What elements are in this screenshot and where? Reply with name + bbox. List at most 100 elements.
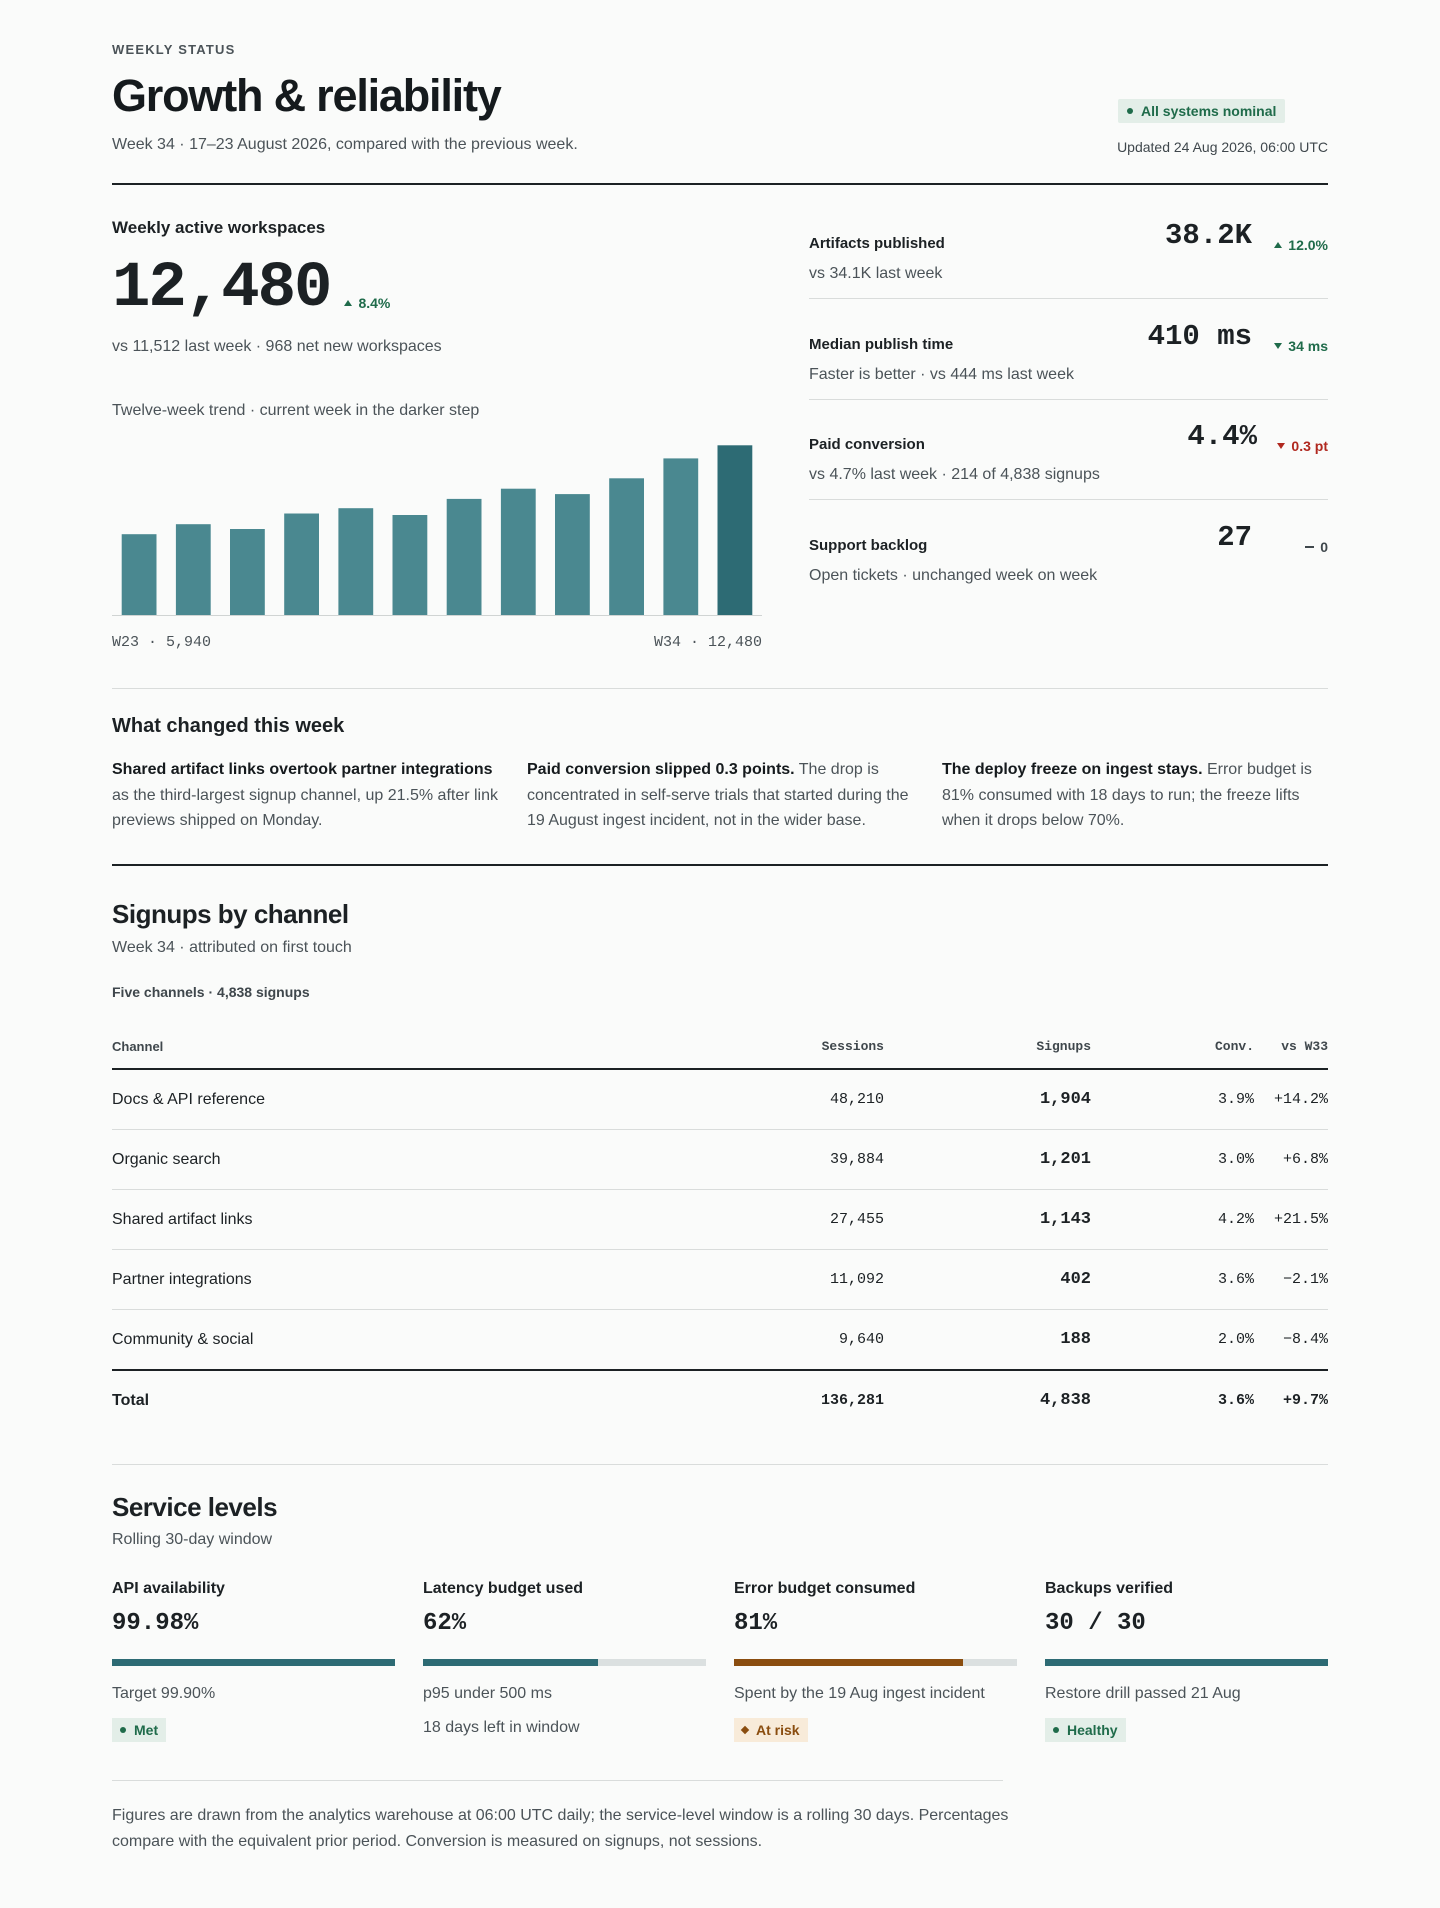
slo-note: Restore drill passed 21 Aug	[1045, 1685, 1241, 1702]
cell-conv: 3.6%	[1091, 1249, 1254, 1310]
trend-bar-w32	[609, 478, 644, 615]
status-dot-icon	[1053, 1727, 1059, 1733]
cell-conv: 4.2%	[1091, 1189, 1254, 1250]
cell-conv: 3.6%	[1091, 1369, 1254, 1430]
slo-label: Backups verified	[1045, 1580, 1174, 1597]
channels-table: Channel Sessions Signups Conv. vs W33 Do…	[112, 1024, 1328, 1430]
change-note-body: The drop is concentrated in self-serve t…	[527, 761, 909, 830]
cell-sessions: 11,092	[692, 1249, 884, 1310]
metric-delta-value: 0	[1320, 539, 1328, 555]
cell-channel: Shared artifact links	[112, 1189, 692, 1250]
page-title: Growth & reliability	[112, 70, 502, 121]
cell-channel: Organic search	[112, 1129, 692, 1190]
hero-value-group: 12,480 8.4%	[112, 257, 390, 321]
slo-badge: At risk	[734, 1718, 808, 1742]
table-row: Shared artifact links 27,455 1,143 4.2% +21.…	[112, 1189, 1328, 1250]
axis-end-label: W34 · 12,480	[653, 634, 762, 651]
updated-timestamp: Updated 24 Aug 2026, 06:00 UTC	[1117, 139, 1328, 155]
trend-bar-w28	[392, 515, 428, 615]
slo-label: API availability	[112, 1580, 225, 1597]
metric-label: Support backlog	[809, 537, 928, 554]
cell-channel: Partner integrations	[112, 1249, 692, 1310]
slo-progress-track	[112, 1659, 395, 1666]
change-note-body: as the third-largest signup channel, up …	[112, 786, 499, 830]
trend-bar-w27	[338, 508, 374, 615]
cell-signups: 1,904	[884, 1069, 1091, 1130]
metric-delta: 12.0%	[1274, 237, 1328, 253]
table-header-row: Channel Sessions Signups Conv. vs W33	[112, 1024, 1328, 1070]
trend-bar-w33	[663, 458, 699, 615]
trend-bar-w34	[717, 445, 753, 615]
trend-up-icon	[1274, 242, 1283, 248]
trend-bar-w24	[175, 524, 211, 615]
metric-label: Artifacts published	[809, 235, 945, 252]
slo-note-secondary: 18 days left in window	[423, 1719, 580, 1736]
slo-progress-fill	[423, 1659, 599, 1666]
cell-sessions: 48,210	[692, 1069, 884, 1130]
slo-label: Latency budget used	[423, 1580, 584, 1597]
slo-badge: Met	[112, 1718, 167, 1742]
cell-conv: 3.9%	[1091, 1069, 1254, 1130]
trend-up-icon	[344, 300, 353, 306]
cell-sessions: 136,281	[692, 1369, 884, 1430]
change-note-body: Error budget is 81% consumed with 18 day…	[942, 761, 1312, 830]
page-subtitle: Week 34 · 17–23 August 2026, compared wi…	[112, 136, 578, 153]
slo-card: Error budget consumed 81% Spent by the 19 …	[734, 1580, 1017, 1742]
hero-label: Weekly active workspaces	[112, 218, 326, 237]
table-row: Docs & API reference 48,210 1,904 3.9% +14.2…	[112, 1069, 1328, 1130]
warning-diamond-icon	[740, 1725, 750, 1735]
trend-down-icon	[1274, 343, 1283, 349]
trend-caption: Twelve-week trend · current week in the …	[112, 402, 480, 419]
slo-badge: Healthy	[1045, 1718, 1126, 1742]
metric-row: Support backlog 27 0 Open tickets · unchang…	[809, 515, 1328, 615]
metric-row: Median publish time 410 ms 34 ms Faster is …	[809, 314, 1328, 414]
slo-progress-fill	[112, 1659, 395, 1666]
signups-caption: Five channels · 4,838 signups	[112, 984, 310, 1000]
signups-subtitle: Week 34 · attributed on first touch	[112, 939, 352, 956]
change-note-3: The deploy freeze on ingest stays. Error…	[942, 757, 1328, 834]
slo-progress-track	[734, 1659, 1017, 1666]
cell-conv: 3.0%	[1091, 1129, 1254, 1190]
cell-signups: 402	[884, 1249, 1091, 1310]
eyebrow: WEEKLY STATUS	[112, 42, 236, 57]
col-vs-w33: vs W33	[1254, 1024, 1328, 1070]
cell-signups: 1,201	[884, 1129, 1091, 1190]
footnote-divider	[112, 1780, 1003, 1781]
metric-sub: Open tickets · unchanged week on week	[809, 567, 1098, 584]
metric-row: Artifacts published 38.2K 12.0% vs 34.1K la…	[809, 213, 1328, 313]
metric-delta-value: 0.3 pt	[1291, 438, 1328, 454]
metric-label: Median publish time	[809, 336, 954, 353]
trend-bar-w29	[446, 498, 482, 615]
trend-down-icon	[1277, 443, 1286, 449]
hero-delta-value: 8.4%	[358, 295, 391, 311]
slo-progress-fill	[1045, 1659, 1328, 1666]
table-total-row: Total 136,281 4,838 3.6% +9.7%	[112, 1369, 1328, 1430]
metric-delta: 34 ms	[1274, 338, 1328, 354]
cell-sessions: 9,640	[692, 1309, 884, 1371]
change-note-lead: Shared artifact links overtook partner i…	[112, 761, 493, 778]
col-signups: Signups	[884, 1024, 1091, 1070]
hero-sub: vs 11,512 last week · 968 net new worksp…	[112, 338, 442, 355]
service-title: Service levels	[112, 1492, 278, 1522]
metric-value: 4.4%	[1187, 420, 1257, 453]
trend-bar-w23	[121, 534, 157, 615]
metric-value: 410 ms	[1147, 320, 1252, 353]
metric-value: 27	[1217, 521, 1252, 554]
slo-badge-label: At risk	[756, 1722, 800, 1738]
col-sessions: Sessions	[692, 1024, 884, 1070]
change-note-lead: Paid conversion slipped 0.3 points.	[527, 761, 795, 778]
table-row: Organic search 39,884 1,201 3.0% +6.8%	[112, 1129, 1328, 1190]
metric-value: 38.2K	[1164, 219, 1252, 252]
section-divider	[112, 688, 1328, 689]
slo-value: 30 / 30	[1045, 1610, 1146, 1637]
status-dot-icon	[1127, 108, 1133, 114]
cell-conv: 2.0%	[1091, 1309, 1254, 1371]
slo-note: p95 under 500 ms	[423, 1685, 552, 1702]
metric-delta: 0	[1305, 539, 1328, 555]
slo-value: 99.98%	[112, 1610, 199, 1637]
status-dot-icon	[120, 1727, 126, 1733]
slo-note: Spent by the 19 Aug ingest incident	[734, 1685, 985, 1702]
cell-channel: Total	[112, 1369, 692, 1430]
cell-change: +21.5%	[1254, 1189, 1328, 1250]
